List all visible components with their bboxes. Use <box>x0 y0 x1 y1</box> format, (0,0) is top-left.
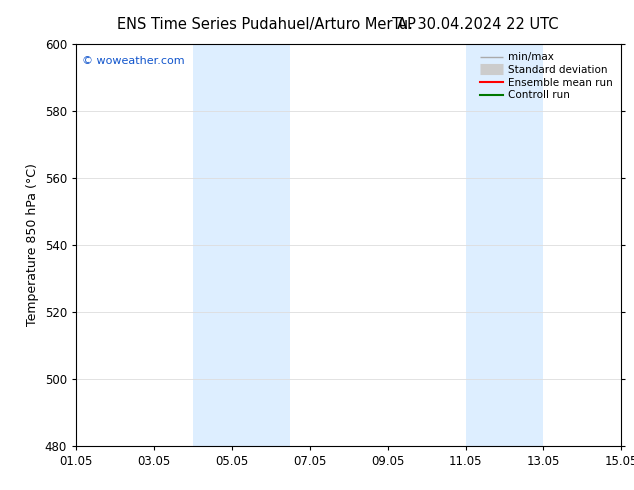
Legend: min/max, Standard deviation, Ensemble mean run, Controll run: min/max, Standard deviation, Ensemble me… <box>477 49 616 103</box>
Y-axis label: Temperature 850 hPa (°C): Temperature 850 hPa (°C) <box>26 164 39 326</box>
Text: © woweather.com: © woweather.com <box>82 56 184 66</box>
Text: Tu. 30.04.2024 22 UTC: Tu. 30.04.2024 22 UTC <box>392 17 559 32</box>
Text: ENS Time Series Pudahuel/Arturo Mer AP: ENS Time Series Pudahuel/Arturo Mer AP <box>117 17 416 32</box>
Bar <box>193 44 290 446</box>
Bar <box>465 44 543 446</box>
